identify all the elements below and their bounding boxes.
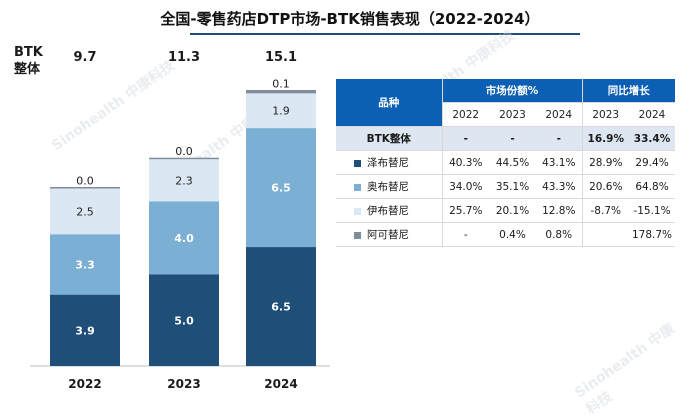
x-tick-2023: 2023 bbox=[167, 377, 201, 391]
year-header: 2023 bbox=[581, 102, 629, 127]
table-cell: 12.8% bbox=[536, 198, 582, 223]
bar-segment-cap bbox=[50, 186, 120, 189]
bar-segment-cap bbox=[149, 157, 219, 160]
year-header: 2022 bbox=[441, 102, 489, 127]
col-header-growth: 同比增长 bbox=[581, 79, 675, 103]
table-row: 泽布替尼 40.3% 44.5% 43.1% 28.9% 29.4% bbox=[336, 150, 675, 175]
market-share-table: 品种 市场份额% 同比增长 2022 2023 2024 2023 2024 B… bbox=[336, 79, 675, 247]
stacked-bar-chart: 3.9 3.3 2.5 0.0 5.0 4.0 2.3 0.0 6.5 6.5 1.9 0.1 bbox=[30, 78, 330, 367]
table-row: 伊布替尼 25.7% 20.1% 12.8% -8.7% -15.1% bbox=[336, 198, 675, 223]
table-cell: 40.3% bbox=[441, 150, 489, 175]
bar-segment bbox=[246, 93, 316, 129]
row-label: 阿可替尼 bbox=[336, 222, 442, 247]
legend-swatch bbox=[354, 207, 361, 215]
bar-segment bbox=[149, 201, 219, 275]
total-label-2022: 9.7 bbox=[73, 50, 97, 65]
bar-segment-cap bbox=[246, 90, 316, 92]
table-cell: - bbox=[441, 126, 489, 151]
table-cell: 0.4% bbox=[489, 222, 536, 247]
data-label: 0.1 bbox=[272, 78, 290, 91]
data-label: 0.0 bbox=[175, 145, 193, 158]
table-cell: 25.7% bbox=[441, 198, 489, 223]
table-cell: -15.1% bbox=[629, 198, 675, 223]
data-label: 1.9 bbox=[272, 105, 290, 118]
row-label: BTK整体 bbox=[336, 126, 442, 151]
bar-segment bbox=[149, 274, 219, 366]
data-label: 3.3 bbox=[75, 258, 95, 271]
table-header-row: 品种 市场份额% 同比增长 bbox=[336, 79, 675, 127]
table-cell: 64.8% bbox=[629, 174, 675, 199]
data-label: 4.0 bbox=[174, 232, 194, 245]
table-cell: 178.7% bbox=[629, 222, 675, 247]
table-row: 阿可替尼 - 0.4% 0.8% 178.7% bbox=[336, 222, 675, 247]
table-row-btk: BTK整体 - - - 16.9% 33.4% bbox=[336, 126, 675, 151]
table-cell: 35.1% bbox=[489, 174, 536, 199]
table-cell: 43.3% bbox=[536, 174, 582, 199]
btk-total-label: BTK整体 bbox=[14, 45, 43, 77]
data-label: 2.3 bbox=[175, 174, 193, 187]
variety-name: 伊布替尼 bbox=[367, 205, 409, 217]
variety-name: 阿可替尼 bbox=[367, 229, 409, 241]
title-underline bbox=[190, 33, 580, 35]
table-cell: 20.1% bbox=[489, 198, 536, 223]
bar-segment bbox=[246, 128, 316, 248]
legend-swatch bbox=[354, 231, 361, 239]
col-header-variety: 品种 bbox=[336, 79, 442, 127]
variety-name: 泽布替尼 bbox=[367, 157, 409, 169]
table-cell bbox=[581, 222, 629, 247]
table-cell: 20.6% bbox=[581, 174, 629, 199]
bar-segment bbox=[50, 188, 120, 235]
table-cell: 44.5% bbox=[489, 150, 536, 175]
variety-name: 奥布替尼 bbox=[367, 181, 409, 193]
row-label: 泽布替尼 bbox=[336, 150, 442, 175]
table-cell: - bbox=[489, 126, 536, 151]
table-cell: 29.4% bbox=[629, 150, 675, 175]
table-row: 奥布替尼 34.0% 35.1% 43.3% 20.6% 64.8% bbox=[336, 174, 675, 199]
year-header: 2024 bbox=[536, 102, 582, 127]
year-header: 2023 bbox=[489, 102, 536, 127]
table-cell: 16.9% bbox=[581, 126, 629, 151]
table-cell: 0.8% bbox=[536, 222, 582, 247]
table-year-row: 2022 2023 2024 2023 2024 bbox=[336, 102, 675, 127]
year-header: 2024 bbox=[629, 102, 675, 127]
row-label: 奥布替尼 bbox=[336, 174, 442, 199]
data-label: 2.5 bbox=[76, 205, 94, 218]
table-cell: 34.0% bbox=[441, 174, 489, 199]
data-label: 0.0 bbox=[76, 174, 94, 187]
data-label: 3.9 bbox=[75, 324, 95, 337]
table-cell: -8.7% bbox=[581, 198, 629, 223]
bar-segment bbox=[50, 294, 120, 366]
data-label: 6.5 bbox=[271, 182, 291, 195]
data-label: 6.5 bbox=[271, 301, 291, 314]
bar-segment bbox=[246, 91, 316, 94]
bar-segment bbox=[50, 234, 120, 295]
x-tick-2024: 2024 bbox=[264, 377, 298, 391]
table-cell: 28.9% bbox=[581, 150, 629, 175]
page-title: 全国-零售药店DTP市场-BTK销售表现（2022-2024） bbox=[160, 10, 540, 28]
bar-segment bbox=[149, 159, 219, 202]
total-label-2023: 11.3 bbox=[167, 50, 201, 65]
col-header-share: 市场份额% bbox=[441, 79, 582, 103]
table-cell: - bbox=[441, 222, 489, 247]
bar-segment bbox=[246, 247, 316, 366]
total-label-2024: 15.1 bbox=[264, 50, 298, 65]
row-label: 伊布替尼 bbox=[336, 198, 442, 223]
table-cell: - bbox=[536, 126, 582, 151]
legend-swatch bbox=[354, 159, 361, 167]
data-label: 5.0 bbox=[174, 314, 194, 327]
table-cell: 43.1% bbox=[536, 150, 582, 175]
x-tick-2022: 2022 bbox=[68, 377, 102, 391]
table-cell: 33.4% bbox=[629, 126, 675, 151]
legend-swatch bbox=[354, 183, 361, 191]
